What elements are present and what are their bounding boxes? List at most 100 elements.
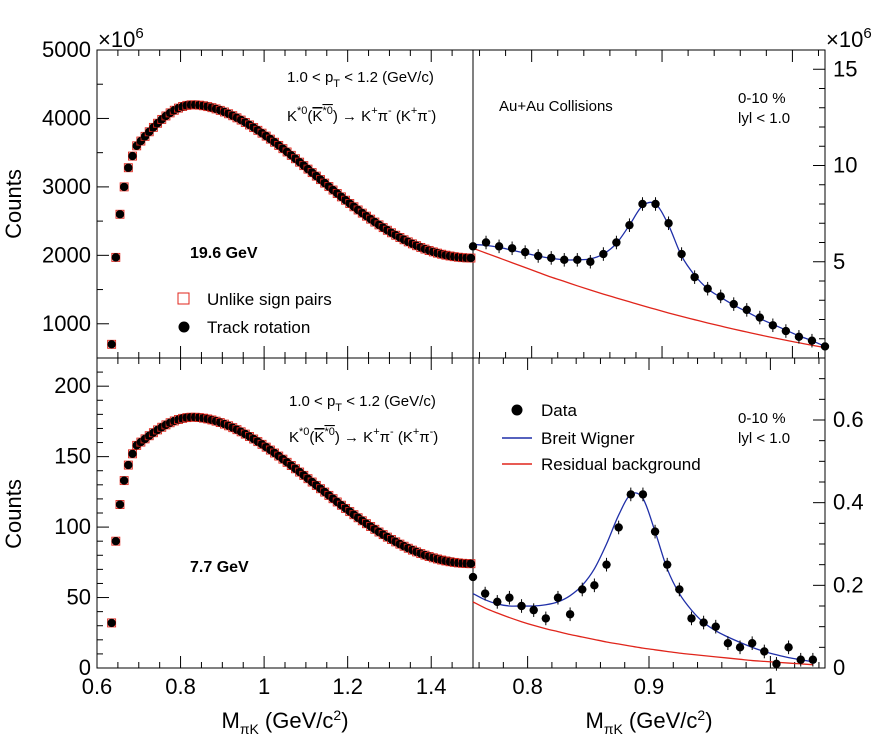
bottom-right-data-point bbox=[687, 614, 696, 623]
top-left-rotation-point bbox=[128, 151, 137, 161]
bottom-left-y-tick-label: 0 bbox=[79, 655, 91, 680]
top-right-rapidity: lyl < 1.0 bbox=[738, 110, 790, 127]
bottom-right-y-tick-label: 0.4 bbox=[833, 490, 864, 515]
top-right-exponent: ×106 bbox=[826, 25, 872, 52]
bottom-right-data-point bbox=[711, 622, 720, 631]
top-left-y-tick-label: 1000 bbox=[42, 311, 91, 336]
bottom-right-data-point bbox=[480, 589, 490, 598]
bottom-left-decay-annotation: K*0(K*0) → K+π- (K+π-) bbox=[289, 426, 438, 446]
panel-top-left-frame bbox=[96, 49, 474, 359]
top-left-rotation-point bbox=[111, 253, 121, 262]
bottom-left-y-tick-label: 150 bbox=[54, 444, 91, 469]
legend-data-marker bbox=[511, 404, 523, 416]
bottom-right-data-point bbox=[760, 647, 769, 656]
bottom-left-y-tick-label: 100 bbox=[54, 514, 91, 539]
bottom-left-y-tick-label: 50 bbox=[67, 585, 91, 610]
bottom-right-y-tick-label: 0.2 bbox=[833, 572, 864, 597]
bottom-right-background-curve bbox=[472, 601, 813, 666]
top-right-data-point bbox=[820, 342, 830, 351]
top-right-data-point bbox=[599, 249, 608, 259]
top-right-data-point bbox=[690, 272, 699, 282]
top-left-decay-annotation: K*0(K*0) → K+π- (K+π-) bbox=[287, 105, 436, 125]
bottom-right-data-point bbox=[650, 527, 660, 536]
bottom-right-data-point bbox=[602, 560, 611, 569]
bottom-right-data-point bbox=[578, 585, 587, 594]
top-right-data-point bbox=[481, 238, 491, 247]
bottom-left-energy: 7.7 GeV bbox=[190, 559, 249, 576]
bottom-right-y-tick-label: 0 bbox=[833, 655, 845, 680]
bottom-right-data-point bbox=[735, 643, 745, 652]
top-right-data-point bbox=[781, 326, 791, 336]
legend-bg-label: Residual background bbox=[541, 455, 701, 474]
bottom-right-y-tick-label: 0.6 bbox=[833, 407, 864, 432]
bottom-right-data-point bbox=[796, 655, 805, 664]
top-left-rotation-point bbox=[107, 340, 116, 349]
bottom-left-rotation-point bbox=[128, 449, 137, 459]
bottom-right-data-point bbox=[723, 639, 733, 648]
top-right-data-point bbox=[520, 247, 530, 257]
top-right-y-tick-label: 5 bbox=[833, 249, 845, 274]
bottom-right-rapidity: lyl < 1.0 bbox=[738, 430, 790, 447]
top-right-data-point bbox=[716, 292, 725, 301]
bottom-left-rotation-point bbox=[107, 618, 116, 628]
top-right-data-point bbox=[586, 257, 595, 266]
bottom-left-pt-annotation: 1.0 < pT < 1.2 (GeV/c) bbox=[289, 393, 436, 414]
top-left-y-tick-label: 4000 bbox=[42, 105, 91, 130]
top-right-data-point bbox=[507, 244, 517, 253]
bottom-right-xlabel: MπK (GeV/c2) bbox=[585, 707, 712, 737]
bottom-left-xlabel: MπK (GeV/c2) bbox=[221, 707, 348, 737]
axis-tick-labels: 100020003000400050000501001502005101500.… bbox=[42, 37, 864, 699]
bottom-right-data-point bbox=[747, 639, 757, 648]
top-right-data-point bbox=[729, 299, 738, 309]
top-right-data-point bbox=[677, 249, 686, 259]
top-right-y-tick-label: 15 bbox=[833, 56, 857, 81]
top-right-data-point bbox=[494, 242, 504, 251]
bottom-right-data-point bbox=[493, 597, 502, 607]
bottom-right-data-point bbox=[808, 655, 818, 664]
bottom-right-data-point bbox=[699, 618, 708, 627]
chart-marks bbox=[107, 100, 830, 671]
bottom-left-x-tick-label: 1.2 bbox=[332, 674, 363, 699]
top-left-y-tick-label: 3000 bbox=[42, 174, 91, 199]
bottom-right-data-point bbox=[772, 659, 781, 669]
legend-unlike-marker bbox=[177, 292, 190, 305]
bottom-right-data-point bbox=[505, 593, 514, 602]
top-left-energy: 19.6 GeV bbox=[190, 245, 258, 262]
top-right-y-tick-label: 10 bbox=[833, 153, 857, 178]
top-left-rotation-point bbox=[124, 163, 133, 172]
bottom-right-data-point bbox=[675, 585, 684, 594]
top-right-data-point bbox=[807, 336, 817, 345]
bottom-left-rotation-point bbox=[466, 559, 476, 568]
top-left-exponent: ×106 bbox=[98, 25, 144, 52]
top-left-ylabel: Counts bbox=[1, 169, 26, 239]
top-right-data-point bbox=[612, 238, 621, 247]
top-right-data-point bbox=[560, 255, 569, 265]
top-right-data-point bbox=[638, 199, 647, 209]
top-right-data-point bbox=[742, 305, 751, 315]
top-right-data-point bbox=[547, 253, 556, 263]
top-right-data-point bbox=[703, 284, 712, 293]
bottom-right-data-point bbox=[553, 593, 563, 602]
bottom-right-data-point bbox=[541, 614, 551, 623]
top-right-data-point bbox=[664, 219, 673, 228]
bottom-right-data-point bbox=[590, 581, 599, 590]
bottom-left-x-tick-label: 1.4 bbox=[416, 674, 447, 699]
legend-unlike-label: Unlike sign pairs bbox=[207, 290, 332, 309]
bottom-right-x-tick-label: 0.8 bbox=[512, 674, 543, 699]
top-right-centrality: 0-10 % bbox=[738, 90, 786, 107]
top-right-breit-wigner-curve bbox=[472, 201, 826, 348]
top-left-y-tick-label: 2000 bbox=[42, 242, 91, 267]
bottom-right-data-point bbox=[614, 523, 623, 532]
bottom-left-rotation-point bbox=[119, 476, 129, 485]
bottom-right-x-tick-label: 0.9 bbox=[634, 674, 665, 699]
bottom-right-data-point bbox=[784, 643, 793, 652]
bottom-right-x-tick-label: 1 bbox=[764, 674, 776, 699]
top-right-data-point bbox=[533, 251, 543, 261]
top-left-rotation-point bbox=[119, 182, 129, 192]
legend-data-label: Data bbox=[541, 401, 577, 420]
top-left-rotation-point bbox=[466, 253, 476, 263]
bottom-left-rotation-point bbox=[111, 536, 121, 546]
top-right-data-point bbox=[755, 313, 765, 322]
bottom-left-x-tick-label: 0.8 bbox=[165, 674, 196, 699]
